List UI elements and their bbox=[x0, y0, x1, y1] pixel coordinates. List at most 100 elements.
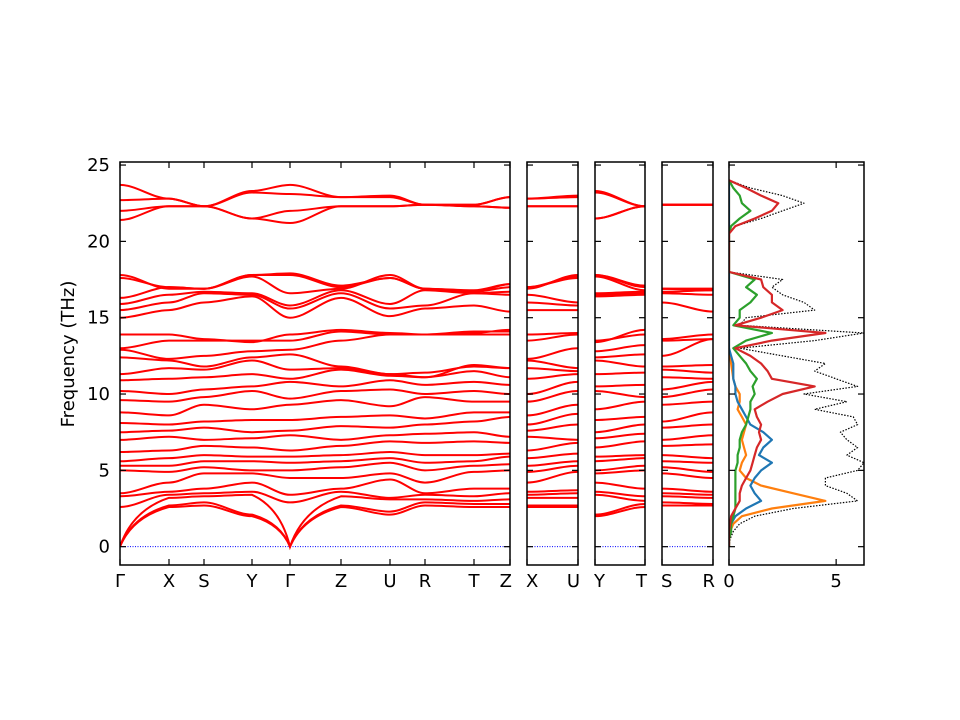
band-11-segment-2 bbox=[595, 423, 645, 434]
x-tick-label: U bbox=[567, 571, 580, 592]
band-18-segment-3 bbox=[662, 364, 713, 368]
band-23-segment-1 bbox=[527, 301, 578, 307]
band-19-segment-2 bbox=[595, 344, 645, 353]
band-22-segment-2 bbox=[595, 293, 645, 298]
band-19-segment-3 bbox=[662, 338, 713, 357]
x-tick-label: Γ bbox=[285, 571, 295, 592]
dos-panel bbox=[729, 179, 864, 547]
x-tick-label: U bbox=[383, 571, 396, 592]
band-3-segment-2 bbox=[595, 490, 645, 498]
band-27-segment-0 bbox=[120, 272, 510, 293]
band-29-segment-2 bbox=[595, 205, 645, 220]
band-16-segment-2 bbox=[595, 371, 645, 376]
band-6-segment-0 bbox=[120, 461, 510, 473]
band-6-segment-1 bbox=[527, 464, 578, 473]
x-tick-label: Y bbox=[593, 571, 606, 592]
band-21-segment-1 bbox=[527, 331, 578, 336]
band-23-segment-0 bbox=[120, 292, 510, 312]
band-3-segment-1 bbox=[527, 492, 578, 496]
band-panel-1 bbox=[527, 194, 578, 548]
band-21-segment-2 bbox=[595, 328, 645, 344]
band-17-segment-0 bbox=[120, 359, 510, 376]
y-tick-label: 25 bbox=[87, 155, 110, 176]
band-25-segment-2 bbox=[595, 275, 645, 292]
band-1-segment-2 bbox=[595, 502, 645, 516]
band-10-segment-1 bbox=[527, 435, 578, 441]
y-axis-label: Frequency (THz) bbox=[58, 281, 79, 428]
band-16-segment-0 bbox=[120, 368, 510, 382]
band-12-segment-3 bbox=[662, 411, 713, 423]
band-14-segment-1 bbox=[527, 389, 578, 403]
band-5-segment-0 bbox=[120, 469, 510, 495]
x-tick-label: S bbox=[661, 571, 672, 592]
band-17-segment-3 bbox=[662, 368, 713, 374]
band-17-segment-1 bbox=[527, 367, 578, 373]
band-14-segment-0 bbox=[120, 388, 510, 403]
dos-x-tick-label: 5 bbox=[830, 571, 841, 592]
band-panel-1-frame bbox=[526, 161, 579, 566]
band-3-segment-0 bbox=[120, 490, 510, 508]
band-panel-0 bbox=[120, 183, 510, 551]
y-tick-label: 20 bbox=[87, 231, 110, 252]
band-24-segment-1 bbox=[527, 293, 578, 304]
dos-series-2 bbox=[729, 180, 774, 547]
band-12-segment-2 bbox=[595, 415, 645, 421]
band-18-segment-1 bbox=[527, 359, 578, 370]
x-tick-label: T bbox=[635, 571, 648, 592]
band-4-segment-2 bbox=[595, 481, 645, 490]
dos-series-0 bbox=[729, 179, 864, 547]
band-31-segment-2 bbox=[595, 190, 645, 208]
band-27-segment-2 bbox=[595, 273, 645, 287]
band-13-segment-1 bbox=[527, 403, 578, 417]
band-panel-3-frame bbox=[661, 161, 714, 566]
band-10-segment-0 bbox=[120, 431, 510, 441]
band-5-segment-1 bbox=[527, 470, 578, 484]
x-tick-label: Y bbox=[246, 571, 259, 592]
band-panel-2 bbox=[595, 190, 645, 548]
band-4-segment-1 bbox=[527, 489, 578, 493]
y-tick-label: 10 bbox=[87, 384, 110, 405]
band-9-segment-2 bbox=[595, 440, 645, 449]
band-0-segment-0 bbox=[120, 504, 510, 550]
band-9-segment-0 bbox=[120, 440, 510, 454]
band-20-segment-1 bbox=[527, 333, 578, 342]
band-9-segment-3 bbox=[662, 443, 713, 447]
band-3-segment-3 bbox=[662, 492, 713, 496]
band-4-segment-0 bbox=[120, 478, 510, 498]
band-8-segment-1 bbox=[527, 452, 578, 460]
band-8-segment-2 bbox=[595, 454, 645, 458]
dos-x-tick-label: 0 bbox=[723, 571, 734, 592]
y-tick-label: 15 bbox=[87, 308, 110, 329]
band-11-segment-3 bbox=[662, 423, 713, 429]
band-12-segment-0 bbox=[120, 411, 510, 426]
band-panel-2-frame bbox=[594, 161, 646, 566]
band-5-segment-3 bbox=[662, 472, 713, 479]
band-9-segment-1 bbox=[527, 441, 578, 452]
band-24-segment-0 bbox=[120, 289, 510, 307]
band-7-segment-1 bbox=[527, 460, 578, 467]
x-tick-label: X bbox=[163, 571, 175, 592]
x-tick-label: R bbox=[702, 571, 715, 592]
band-11-segment-1 bbox=[527, 423, 578, 432]
band-1-segment-3 bbox=[662, 501, 713, 505]
band-15-segment-3 bbox=[662, 380, 713, 391]
band-0-segment-2 bbox=[595, 505, 645, 518]
band-18-segment-0 bbox=[120, 353, 510, 379]
dos-panel-frame bbox=[728, 161, 865, 566]
band-14-segment-3 bbox=[662, 388, 713, 399]
band-27-segment-1 bbox=[527, 273, 578, 290]
band-2-segment-2 bbox=[595, 493, 645, 502]
band-7-segment-0 bbox=[120, 455, 510, 467]
band-23-segment-2 bbox=[595, 292, 645, 296]
y-tick-label: 5 bbox=[99, 460, 110, 481]
x-tick-label: Z bbox=[335, 571, 347, 592]
band-15-segment-0 bbox=[120, 379, 510, 396]
band-7-segment-2 bbox=[595, 457, 645, 463]
band-2-segment-0 bbox=[120, 493, 510, 551]
band-7-segment-3 bbox=[662, 460, 713, 464]
band-22-segment-3 bbox=[662, 301, 713, 313]
band-10-segment-2 bbox=[595, 432, 645, 440]
band-20-segment-3 bbox=[662, 338, 713, 342]
band-4-segment-3 bbox=[662, 487, 713, 493]
band-11-segment-0 bbox=[120, 415, 510, 434]
